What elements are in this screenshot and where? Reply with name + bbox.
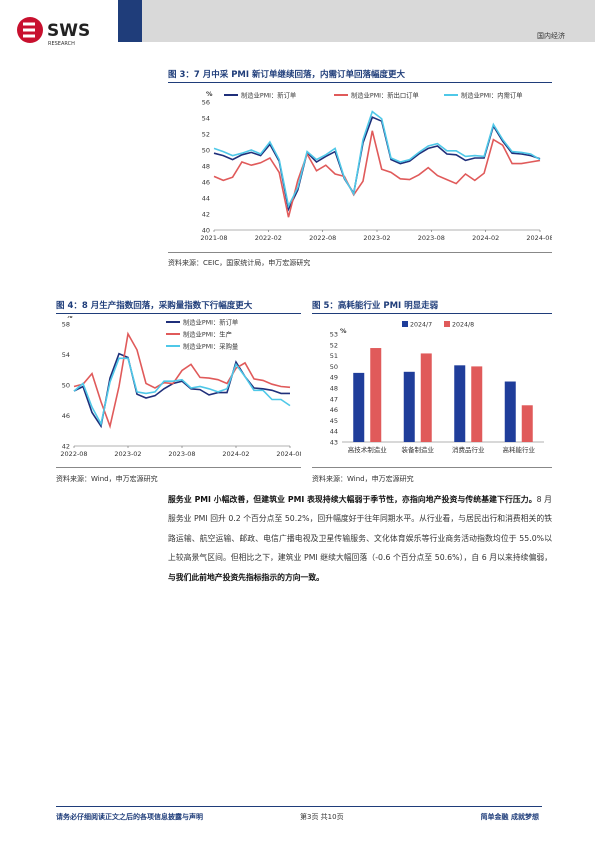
legend-label-2: 2024/8 — [452, 322, 474, 329]
fig3-chart: 40 42 44 46 48 50 52 54 56% 2021-08 2022-02 2022-08… — [200, 90, 552, 242]
footer-slogan: 简单金融 成就梦想 — [480, 813, 539, 821]
y-tick-label: 51 — [330, 352, 338, 360]
y-tick-label: 46 — [62, 412, 70, 420]
legend-label-1: 制造业PMI：新订单 — [241, 91, 296, 100]
fig4-title: 图 4：8 月生产指数回落，采购量指数下行幅度更大 — [56, 301, 253, 311]
fig3-title: 图 3：7 月中采 PMI 新订单继续回落，内需订单回落幅度更大 — [168, 70, 406, 80]
fig3-source: 资料来源：CEIC，国家统计局，申万宏源研究 — [168, 259, 311, 267]
bar-2024/8-高耗能行业 — [521, 405, 533, 442]
y-tick-label: 44 — [202, 195, 210, 203]
x-tick-label: 2021-08 — [200, 234, 227, 242]
y-tick-label: 48 — [330, 385, 338, 393]
fig5-title: 图 5：高耗能行业 PMI 明显走弱 — [312, 301, 439, 311]
logo-text: SWS — [47, 21, 90, 41]
x-tick-label: 高耗能行业 — [503, 445, 536, 454]
legend-label-1: 2024/7 — [410, 322, 432, 329]
y-tick-label: 58 — [62, 321, 70, 329]
y-tick-label: 42 — [62, 443, 70, 451]
x-tick-label: 2024-02 — [472, 234, 499, 242]
fig4-chart: 42 46 50 54 58% 2022-08 2023-02 2023-08 2024-02 2… — [60, 316, 301, 458]
page-number: 第3页 共10页 — [300, 813, 344, 821]
y-tick-label: 42 — [202, 211, 210, 219]
y-tick-label: 40 — [202, 227, 210, 235]
y-tick-label: 54 — [202, 115, 210, 123]
y-tick-label: 43 — [330, 439, 338, 447]
bar-2024/7-消费品行业 — [454, 365, 466, 442]
x-tick-label: 2023-02 — [363, 234, 390, 242]
series-line-2 — [73, 331, 291, 430]
y-tick-label: 53 — [330, 331, 338, 339]
section-label: 国内经济 — [537, 32, 565, 40]
y-tick-label: 50 — [330, 363, 338, 371]
legend-label-3: 制造业PMI：采购量 — [183, 342, 239, 351]
header-accent — [118, 0, 142, 42]
x-tick-label: 2022-02 — [255, 234, 282, 242]
x-tick-label: 装备制造业 — [402, 445, 435, 454]
legend-swatch-2 — [444, 321, 450, 327]
x-tick-label: 2023-08 — [418, 234, 445, 242]
fig5-chart: 43 44 45 46 47 48 49 50 51 52 53 % 高技术制造业 装备制造业 消费品行业 高… — [330, 321, 544, 454]
body-paragraph: 服务业 PMI 小幅改善，但建筑业 PMI 表现持续大幅弱于季节性，亦指向地产投… — [168, 490, 552, 587]
bar-2024/7-装备制造业 — [403, 371, 415, 442]
body-tail: 与我们此前地产投资先指标指示的方向一致。 — [168, 572, 324, 582]
x-tick-label: 高技术制造业 — [348, 445, 388, 454]
footer-disclaimer: 请务必仔细阅读正文之后的各项信息披露与声明 — [56, 813, 203, 821]
fig3-bottom-rule — [168, 252, 552, 253]
fig4-source: 资料来源：Wind，申万宏源研究 — [56, 475, 158, 483]
series-line-3 — [73, 357, 291, 427]
bar-2024/8-消费品行业 — [471, 366, 483, 442]
x-tick-label: 2023-08 — [168, 450, 195, 458]
footer-rule — [56, 806, 542, 807]
y-tick-label: 52 — [330, 341, 338, 349]
header-band — [118, 0, 595, 42]
fig5-rule — [312, 313, 552, 314]
y-tick-label: 49 — [330, 374, 338, 382]
series-line-2 — [213, 130, 541, 218]
x-tick-label: 消费品行业 — [452, 445, 485, 454]
legend-label-3: 制造业PMI：内需订单 — [461, 91, 522, 100]
legend-label-2: 制造业PMI：生产 — [183, 330, 232, 339]
bar-2024/7-高技术制造业 — [353, 372, 365, 442]
legend-swatch-1 — [402, 321, 408, 327]
y-tick-label: 56 — [202, 99, 210, 107]
y-tick-label: 52 — [202, 131, 210, 139]
legend-label-1: 制造业PMI：新订单 — [183, 318, 238, 327]
fig4-bottom-rule — [56, 467, 301, 468]
x-tick-label: 2024-08 — [526, 234, 552, 242]
x-tick-label: 2022-08 — [60, 450, 87, 458]
fig4-rule — [56, 313, 301, 314]
x-tick-label: 2022-08 — [309, 234, 336, 242]
y-tick-label: 48 — [202, 163, 210, 171]
y-tick-label: 46 — [330, 406, 338, 414]
x-tick-label: 2024-02 — [222, 450, 249, 458]
fig3-rule — [168, 82, 552, 83]
y-tick-label: 50 — [62, 382, 70, 390]
logo-sub: RESEARCH — [48, 41, 75, 47]
y-tick-label: 46 — [202, 179, 210, 187]
y-tick-label: 45 — [330, 417, 338, 425]
y-unit-label: % — [340, 327, 347, 335]
fig5-source: 资料来源：Wind，申万宏源研究 — [312, 475, 414, 483]
sws-logo: SWS RESEARCH — [17, 17, 90, 47]
bar-2024/8-装备制造业 — [420, 353, 432, 442]
y-unit-label: % — [206, 90, 213, 98]
y-tick-label: 44 — [330, 428, 338, 436]
x-tick-label: 2023-02 — [114, 450, 141, 458]
x-tick-label: 2024-08 — [276, 450, 301, 458]
fig5-bottom-rule — [312, 467, 552, 468]
legend-label-2: 制造业PMI：新出口订单 — [351, 91, 419, 100]
body-middle: 8 月服务业 PMI 回升 0.2 个百分点至 50.2%，回升幅度好于往年同期… — [168, 495, 552, 563]
bar-2024/8-高技术制造业 — [370, 348, 382, 442]
y-tick-label: 54 — [62, 351, 70, 359]
y-tick-label: 50 — [202, 147, 210, 155]
y-tick-label: 47 — [330, 395, 338, 403]
series-line-3 — [213, 110, 541, 209]
y-unit-label: % — [66, 316, 73, 320]
body-lead: 服务业 PMI 小幅改善，但建筑业 PMI 表现持续大幅弱于季节性，亦指向地产投… — [168, 495, 537, 504]
bar-2024/7-高耗能行业 — [504, 381, 516, 442]
series-line-1 — [73, 352, 290, 429]
